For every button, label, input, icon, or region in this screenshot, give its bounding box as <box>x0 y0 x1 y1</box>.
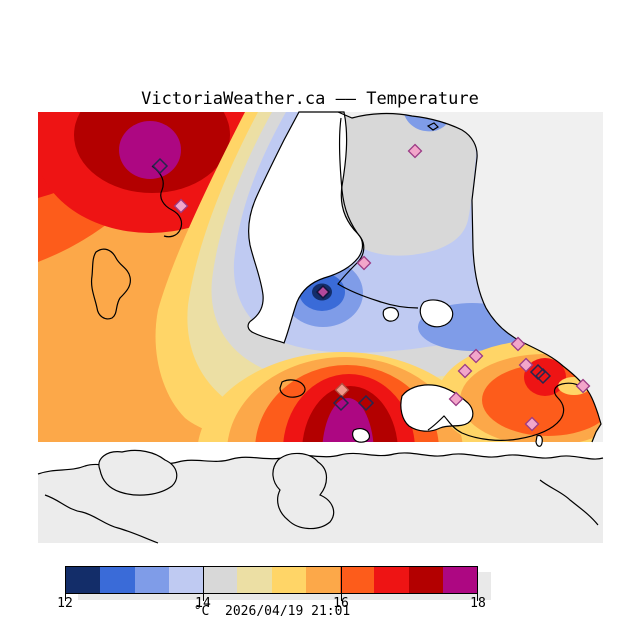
station-marker-diamond <box>173 198 189 214</box>
colorbar-segment <box>134 567 169 593</box>
station-marker-diamond <box>468 348 484 364</box>
station-marker-diamond <box>315 284 331 300</box>
station-marker-diamond <box>534 367 552 385</box>
colorbar-tick-18 <box>477 594 478 601</box>
colorbar-segment <box>271 567 306 593</box>
station-marker-diamond <box>457 363 473 379</box>
coastlines <box>37 111 604 544</box>
colorbar-segment <box>203 567 238 593</box>
station-marker-diamond <box>575 378 591 394</box>
colorbar-segment <box>66 567 101 593</box>
station-marker-diamond <box>407 143 423 159</box>
unit-timestamp-caption: °C 2026/04/19 21:01 <box>193 604 351 619</box>
station-marker-diamond <box>356 255 372 271</box>
colorbar-segment <box>340 567 375 593</box>
station-marker-diamond <box>332 394 350 412</box>
station-marker-diamond <box>357 394 375 412</box>
page-title: VictoriaWeather.ca –– Temperature <box>141 89 479 109</box>
colorbar-segment <box>305 567 340 593</box>
colorbar-segment <box>237 567 272 593</box>
colorbar-label-18: 18 <box>470 596 486 611</box>
colorbar-label-12: 12 <box>57 596 73 611</box>
station-markers <box>151 143 591 432</box>
station-marker-diamond <box>518 357 534 373</box>
station-marker-diamond <box>524 416 540 432</box>
station-marker-diamond <box>151 157 169 175</box>
colorbar-label-14: 14 <box>195 596 211 611</box>
colorbar-segment <box>374 567 409 593</box>
station-marker-diamond <box>448 391 464 407</box>
colorbar-segment <box>168 567 203 593</box>
station-marker-diamond <box>510 336 526 352</box>
colorbar-label-16: 16 <box>333 596 349 611</box>
colorbar-tick-16 <box>341 566 342 601</box>
colorbar-segment <box>408 567 443 593</box>
colorbar-segment <box>100 567 135 593</box>
colorbar-ramp <box>65 566 478 594</box>
colorbar-segment <box>442 567 477 593</box>
colorbar-tick-12 <box>65 594 66 601</box>
colorbar-tick-14 <box>203 566 204 601</box>
